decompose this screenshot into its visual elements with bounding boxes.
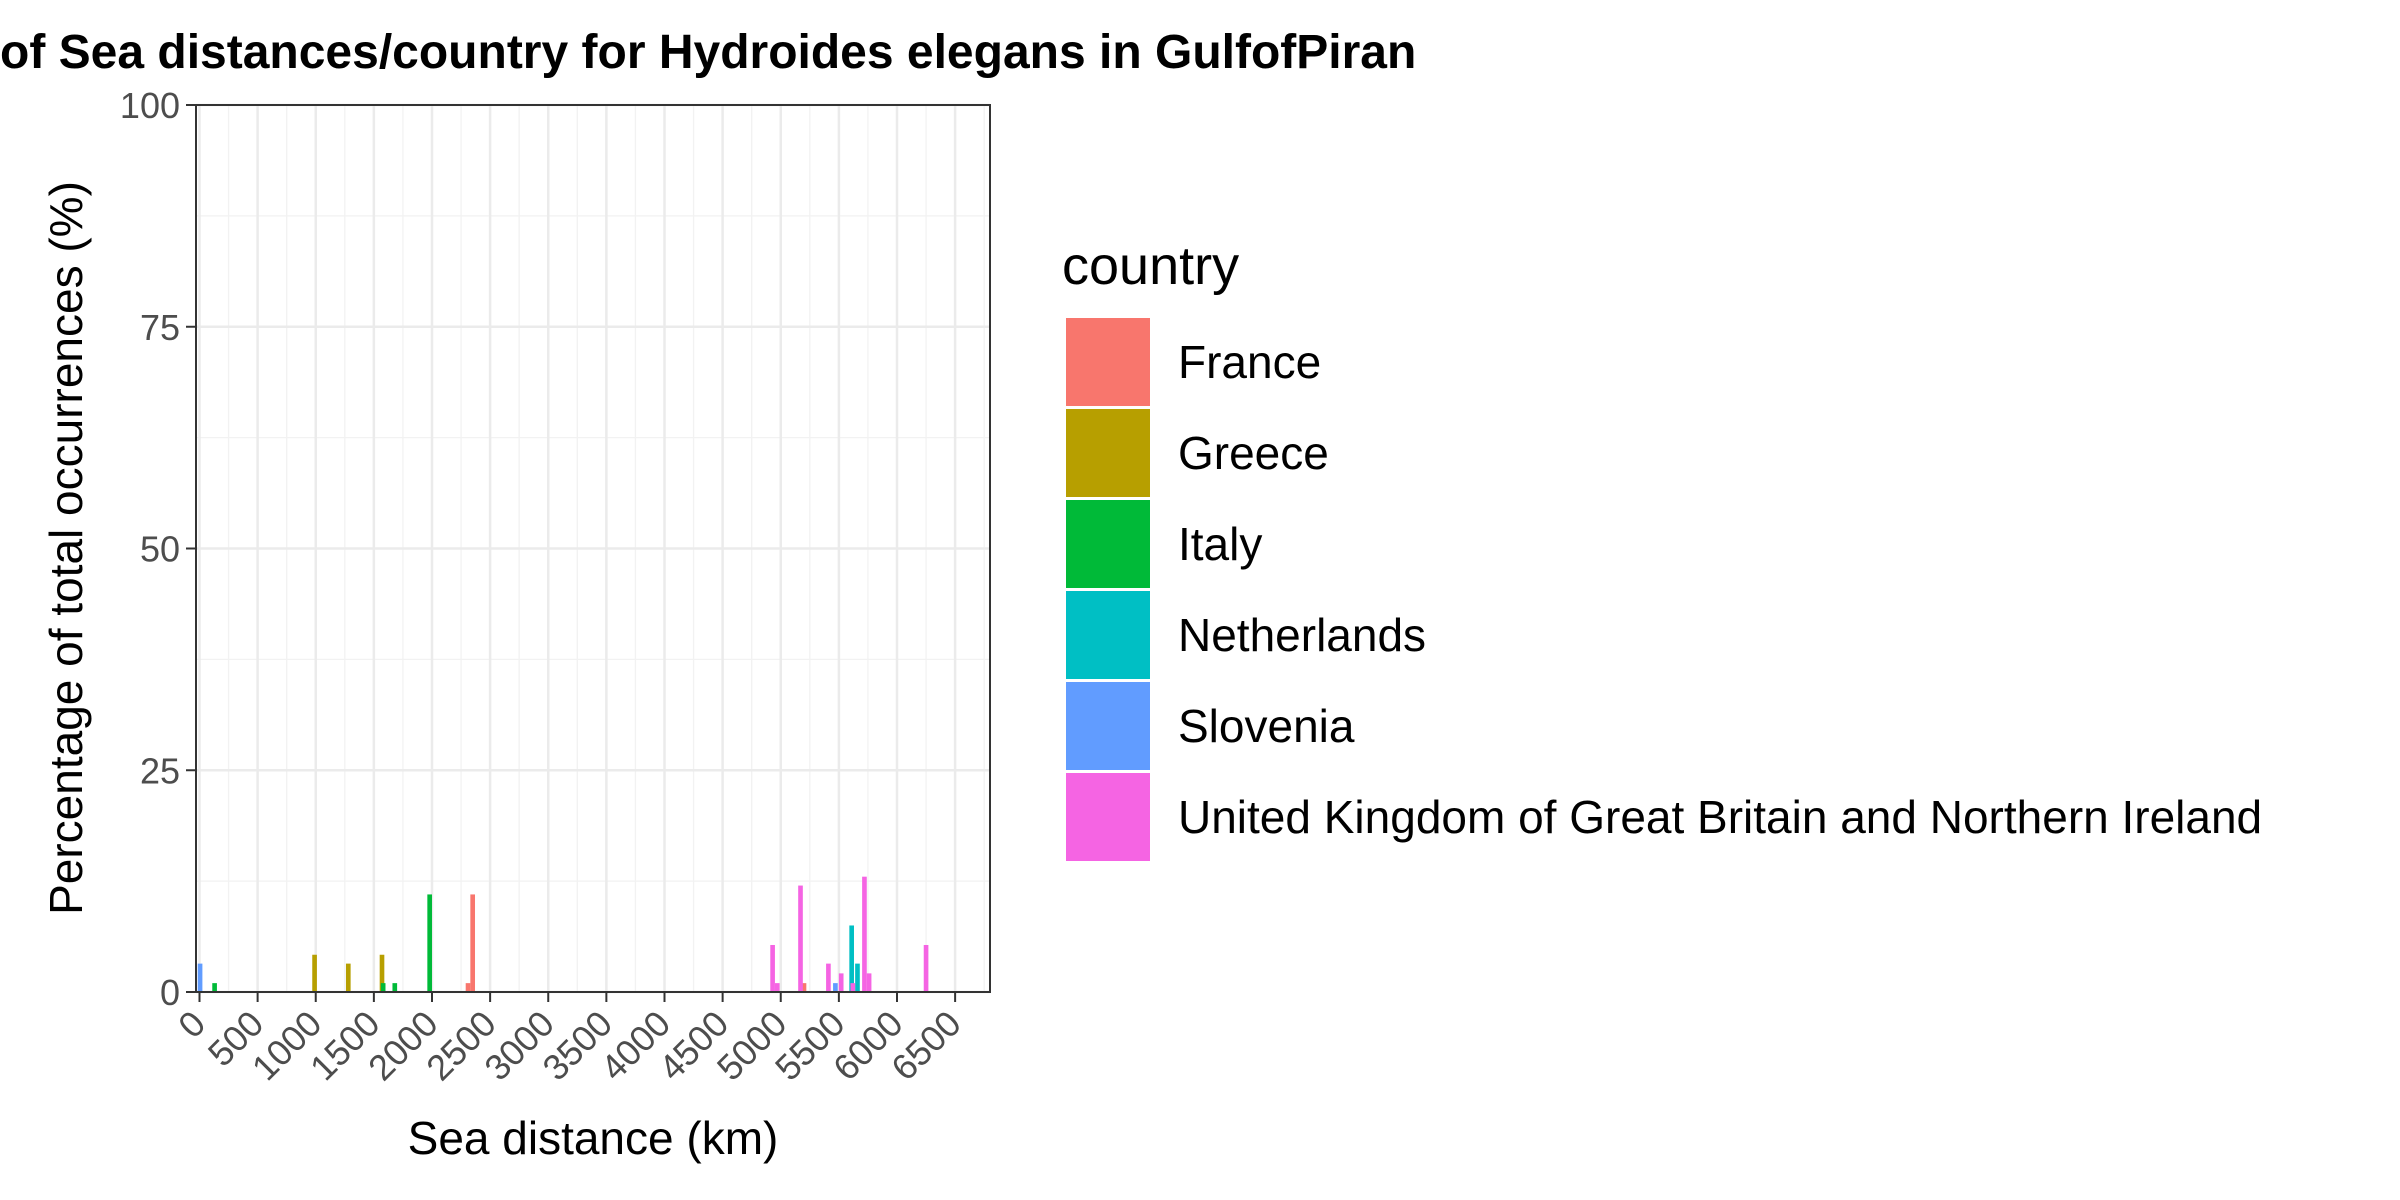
bar-1-0: [312, 954, 317, 992]
legend-label-0: France: [1178, 336, 1321, 388]
bars: [197, 876, 929, 992]
bar-0-0: [465, 983, 471, 992]
legend-key-3: [1066, 591, 1150, 679]
legend: country France Greece Italy Netherlands Slov…: [1062, 236, 2262, 861]
x-axis-title: Sea distance (km): [408, 1112, 779, 1164]
legend-label-5: United Kingdom of Great Britain and Nort…: [1178, 791, 2262, 843]
bar-2-3: [427, 894, 432, 992]
chart-title: of Sea distances/country for Hydroides e…: [0, 26, 1416, 79]
legend-label-4: Slovenia: [1178, 700, 1355, 752]
bar-3-1: [855, 963, 860, 992]
y-axis: 0 25 50 75 100: [120, 85, 196, 1013]
legend-key-4: [1066, 682, 1150, 770]
bar-4-1: [833, 983, 838, 992]
bar-0-1: [470, 894, 476, 992]
bar-3-0: [849, 925, 854, 992]
bar-5-7: [866, 973, 872, 992]
bar-5-2: [798, 885, 803, 992]
legend-key-5: [1066, 773, 1150, 861]
bar-1-1: [345, 963, 351, 992]
bar-5-3: [826, 963, 831, 992]
legend-label-3: Netherlands: [1178, 609, 1426, 661]
bar-2-0: [212, 983, 217, 992]
bar-5-5: [850, 983, 856, 992]
bar-5-1: [774, 983, 780, 992]
y-tick-label: 50: [140, 529, 180, 570]
bar-0-2: [801, 983, 807, 992]
bar-5-0: [770, 944, 775, 992]
y-tick-label: 75: [140, 307, 180, 348]
bar-1-2: [379, 954, 385, 992]
legend-label-1: Greece: [1178, 427, 1329, 479]
legend-label-2: Italy: [1178, 518, 1262, 570]
bar-2-2: [392, 983, 398, 992]
legend-key-2: [1066, 500, 1150, 588]
bar-4-0: [197, 963, 203, 992]
legend-key-1: [1066, 409, 1150, 497]
y-axis-title: Percentage of total occurrences (%): [40, 181, 92, 915]
bar-5-6: [862, 876, 867, 992]
bar-5-8: [923, 944, 929, 992]
legend-title: country: [1062, 236, 1239, 296]
x-axis: 0500100015002000250030003500400045005000…: [170, 992, 969, 1088]
bar-2-1: [380, 983, 386, 992]
x-tick-label: 6500: [883, 1003, 969, 1089]
y-tick-label: 0: [160, 972, 180, 1013]
y-tick-label: 100: [120, 85, 180, 126]
legend-key-0: [1066, 318, 1150, 406]
y-tick-label: 25: [140, 750, 180, 791]
bar-5-4: [838, 973, 844, 992]
